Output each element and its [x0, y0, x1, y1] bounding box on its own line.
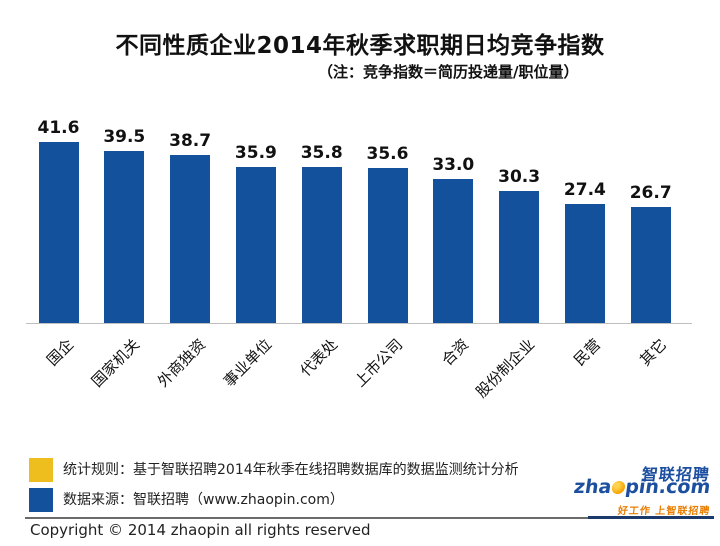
bar: [301, 167, 342, 323]
zhaopin-logo-tagline: 好工作 上智联招聘: [616, 506, 711, 517]
bar: [104, 151, 145, 323]
bar: [367, 168, 408, 323]
bar: [564, 204, 605, 323]
x-axis-label: 事业单位: [219, 335, 276, 391]
legend-text-statistics-rule: 统计规则：基于智联招聘2014年秋季在线招聘数据库的数据监测统计分析: [63, 462, 519, 478]
bar-value-label: 35.6: [366, 144, 409, 164]
chart-title: 不同性质企业2014年秋季求职期日均竞争指数: [115, 33, 605, 59]
zhaopin-logo-orange-dot-icon: [610, 481, 626, 494]
x-axis-label: 合资: [438, 335, 473, 370]
x-axis-label: 民营: [570, 335, 605, 370]
chart-subtitle: （注：竞争指数＝简历投递量/职位量）: [318, 63, 579, 81]
copyright-text: Copyright © 2014 zhaopin all rights rese…: [30, 521, 371, 539]
x-axis-label: 上市公司: [351, 335, 407, 391]
x-axis-label: 其它: [635, 335, 670, 370]
bar-value-label: 27.4: [563, 180, 606, 200]
x-axis-label: 国企: [43, 335, 78, 370]
bar-value-label: 30.3: [498, 167, 541, 187]
legend-text-data-source: 数据来源：智联招聘（www.zhaopin.com）: [63, 492, 344, 508]
x-axis-label: 代表处: [296, 335, 341, 380]
bar: [38, 142, 79, 323]
legend-swatch-blue: [29, 488, 53, 512]
bar-value-label: 33.0: [432, 155, 475, 175]
bar-value-label: 39.5: [103, 127, 146, 147]
zhaopin-logo: 智联招聘 zha pin.com 好工作 上智联招聘: [572, 461, 712, 517]
bar: [170, 155, 211, 323]
bar-value-label: 35.9: [234, 143, 277, 163]
footer-divider-line: [25, 517, 695, 519]
zhaopin-logo-domain-prefix: zha: [572, 476, 613, 498]
bar: [433, 179, 474, 323]
zhaopin-logo-domain-suffix: pin.com: [623, 476, 712, 498]
bar: [235, 167, 276, 323]
x-axis-label: 国家机关: [88, 335, 144, 391]
bar-value-label: 35.8: [300, 143, 343, 163]
x-axis-label: 外商独资: [154, 335, 210, 391]
bar-value-label: 26.7: [629, 183, 672, 203]
x-axis-line: [26, 323, 692, 324]
bar: [499, 191, 540, 323]
bar-value-label: 41.6: [37, 118, 80, 138]
legend-swatch-yellow: [29, 458, 53, 482]
zhaopin-logo-domain: zha pin.com: [572, 476, 711, 498]
logo-underline: [588, 516, 714, 519]
bar-value-label: 38.7: [169, 131, 212, 151]
bar: [630, 207, 671, 323]
x-axis-label: 股份制企业: [472, 335, 539, 402]
